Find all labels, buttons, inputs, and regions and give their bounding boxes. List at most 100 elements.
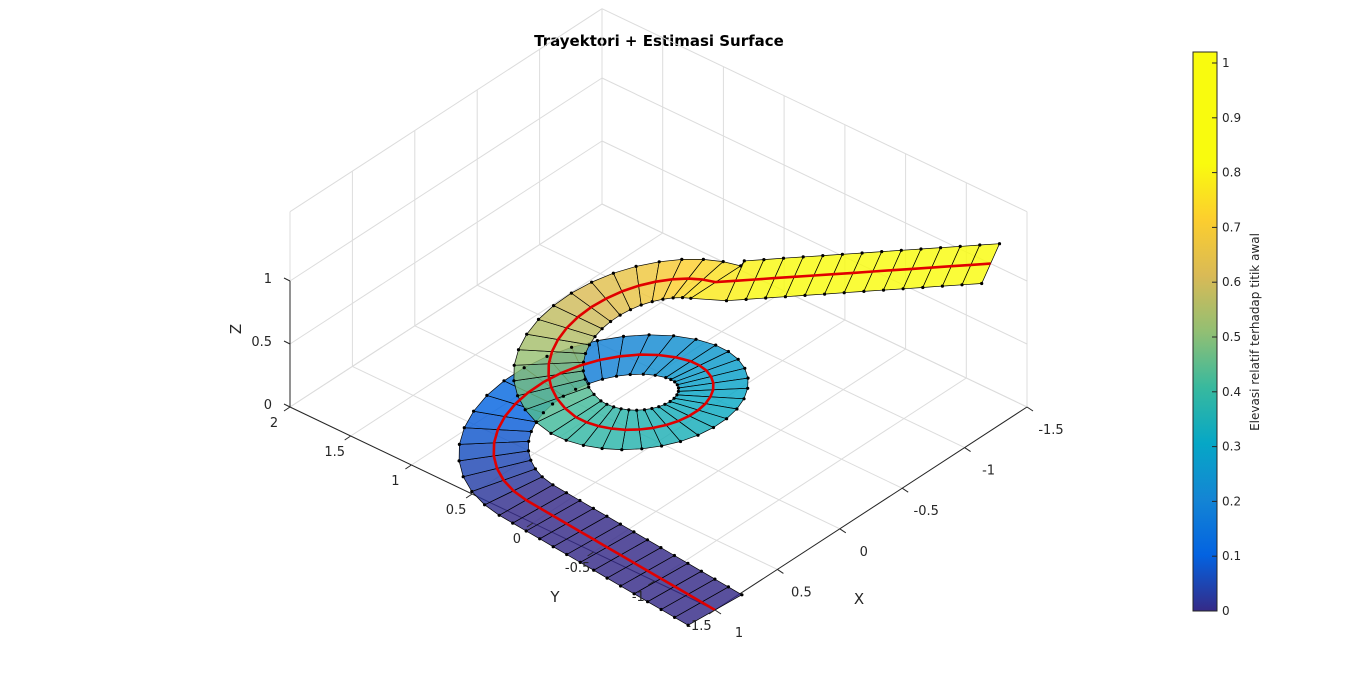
z-tick-mark [283, 277, 291, 282]
surface-vertex [620, 448, 624, 452]
surface-vertex [628, 372, 632, 377]
surface-vertex [842, 291, 846, 295]
surface-vertex [821, 254, 825, 258]
surface-vertex [472, 409, 476, 413]
y-tick-mark [344, 435, 351, 441]
surface-vertex [628, 308, 633, 312]
y-tick-label: -1.5 [686, 619, 711, 634]
surface-vertex [592, 392, 596, 396]
surface-vertex [701, 257, 706, 261]
surface-vertex [587, 385, 591, 389]
y-tick-mark [587, 551, 594, 557]
surface-vertex [581, 443, 586, 447]
y-tick-mark [405, 464, 412, 470]
surface-vertex [569, 291, 574, 295]
y-tick-label: 1.5 [324, 445, 345, 460]
colorbar-tick-label: 0.7 [1222, 220, 1241, 234]
surface-vertex [823, 292, 827, 296]
surface-vertex [664, 376, 668, 380]
x-axis-line [714, 406, 1028, 611]
surface-vertex [675, 393, 679, 397]
surface-vertex [801, 255, 805, 259]
surface-vertex [611, 271, 616, 275]
surface-vertex [595, 339, 600, 343]
surface-vertex [461, 475, 465, 479]
surface-vertex [541, 411, 546, 415]
surface-vertex [457, 442, 461, 446]
colorbar-tick-label: 0.6 [1222, 275, 1241, 289]
surface-vertex [529, 429, 533, 434]
grid-line [289, 8, 603, 213]
surface-vertex [545, 354, 549, 358]
surface-vertex [578, 498, 582, 503]
surface-vertex [561, 394, 566, 398]
surface-vertex [641, 372, 645, 376]
x-axis-label: X [854, 590, 864, 608]
surface-vertex [699, 569, 704, 573]
surface-vertex [590, 280, 594, 284]
surface-vertex [564, 491, 569, 495]
surface-vertex [919, 247, 923, 251]
surface-vertex [634, 264, 638, 268]
surface-vertex [570, 345, 574, 349]
surface-vertex [516, 394, 520, 398]
surface-vertex [660, 444, 664, 448]
x-tick-label: 0.5 [791, 585, 812, 600]
surface-vertex [526, 449, 531, 453]
surface-vertex [618, 313, 622, 317]
z-tick-label: 1 [264, 272, 272, 287]
grid-line [289, 140, 603, 345]
surface-vertex [744, 297, 748, 301]
surface-vertex [672, 553, 677, 558]
surface-vertex [538, 537, 542, 541]
axis-ticks: -1.5 -1 -0.5 0 0.5 1 1.5 2 -1.5 -1 -0.5 0 0.5 1 0 0.5 1 [251, 272, 1063, 641]
x-tick-mark [714, 609, 722, 615]
surface-vertex [525, 332, 529, 336]
surface-vertex [921, 285, 925, 290]
surface-vertex [860, 251, 864, 255]
colorbar-tick-label: 0.2 [1222, 494, 1241, 508]
colorbar-gradient [1192, 51, 1218, 612]
trajectory-path [492, 262, 991, 612]
surface-vertex [600, 446, 604, 451]
surface-vertex [657, 405, 661, 409]
colorbar-tick-label: 0 [1222, 604, 1230, 618]
colorbar-tick-label: 0.5 [1222, 330, 1241, 344]
surface-vertex [743, 366, 747, 370]
x-tick-label: -1.5 [1038, 423, 1063, 438]
surface-vertex [512, 379, 516, 383]
surface-vertex [565, 552, 569, 557]
surface-vertex [647, 333, 651, 337]
surface-vertex [485, 393, 489, 397]
chart-title: Trayektori + Estimasi Surface [534, 32, 784, 50]
surface-vertex [781, 256, 786, 260]
surface-vertex [483, 503, 487, 507]
surface-vertex [696, 433, 700, 437]
surface-vertex [671, 296, 675, 300]
surface-vertex [675, 383, 679, 387]
y-tick-label: -1 [632, 590, 645, 605]
surface-vertex [618, 522, 623, 526]
surface-vertex [592, 568, 596, 572]
surface-vertex [783, 295, 788, 299]
surface-vertex [600, 377, 605, 381]
x-tick-label: 0 [860, 545, 868, 560]
colorbar-tick-label: 0.9 [1222, 111, 1241, 125]
surface-vertex [609, 319, 613, 324]
surface-vertex [713, 577, 717, 581]
surface-vertex [714, 343, 718, 347]
surface-vertex [678, 439, 683, 444]
surface-vertex [536, 317, 541, 321]
trajectory-line [492, 262, 991, 612]
surface-vertex [587, 343, 592, 347]
surface-vertex [746, 376, 750, 380]
surface-vertex [711, 425, 716, 430]
surface-vertex [527, 439, 531, 443]
y-tick-mark [526, 522, 534, 528]
surface-vertex [512, 363, 516, 367]
surface-vertex [960, 283, 964, 287]
surface-vertex [645, 538, 650, 542]
x-tick-mark [901, 487, 909, 493]
x-tick-mark [777, 568, 784, 574]
